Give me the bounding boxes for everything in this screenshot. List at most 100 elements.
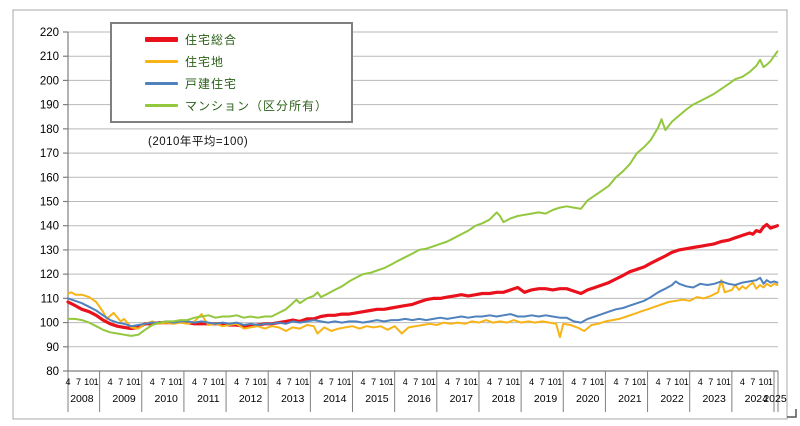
month-tick-label: 1 [178,377,183,387]
month-tick-label: 7 [329,377,334,387]
month-tick-label: 4 [276,377,281,387]
legend-label: 戸建住宅 [185,77,238,92]
month-tick-label: 1 [304,377,309,387]
legend-label: マンション（区分所有） [185,99,329,114]
month-tick-label: 4 [318,377,323,387]
month-tick-label: 10 [716,377,726,387]
month-tick-label: 7 [371,377,376,387]
year-tick-label: 2015 [365,393,389,405]
series-line-3 [67,50,779,337]
month-tick-label: 4 [234,377,239,387]
month-tick-label: 1 [642,377,647,387]
y-tick-label: 130 [40,245,59,257]
year-tick-label: 2025 [763,393,787,405]
month-tick-label: 4 [487,377,492,387]
month-tick-label: 1 [599,377,604,387]
month-tick-label: 10 [295,377,305,387]
y-tick-label: 170 [40,148,59,160]
year-tick-label: 2023 [702,393,726,405]
year-tick-label: 2021 [618,393,642,405]
month-tick-label: 1 [684,377,689,387]
month-tick-label: 1 [94,377,99,387]
month-tick-label: 7 [708,377,713,387]
corner-mark [787,409,797,418]
legend-line-swatch-blue [145,82,178,86]
legend-item-total: 住宅総合 [145,31,347,48]
y-tick-label: 100 [40,318,59,330]
year-tick-label: 2014 [323,393,347,405]
year-tick-label: 2022 [660,393,684,405]
month-tick-label: 1 [473,377,478,387]
legend-item-condo: マンション（区分所有） [145,97,347,114]
month-tick-label: 1 [726,377,731,387]
month-tick-label: 10 [211,377,221,387]
month-tick-label: 7 [750,377,755,387]
year-tick-label: 2018 [492,393,516,405]
month-tick-label: 4 [192,377,197,387]
month-tick-label: 10 [337,377,347,387]
month-tick-label: 4 [150,377,155,387]
month-tick-label: 4 [108,377,113,387]
month-tick-label: 4 [65,377,70,387]
month-tick-label: 7 [540,377,545,387]
month-tick-label: 1 [431,377,436,387]
y-tick-label: 180 [40,124,59,136]
month-tick-label: 1 [262,377,267,387]
month-tick-label: 10 [463,377,473,387]
y-tick-label: 80 [46,366,59,378]
month-tick-label: 10 [632,377,642,387]
legend-item-land: 住宅地 [145,53,347,70]
series-line-2 [67,276,779,328]
month-tick-label: 1 [515,377,520,387]
month-tick-label: 7 [498,377,503,387]
y-tick-label: 220 [40,27,59,39]
month-tick-label: 4 [656,377,661,387]
month-tick-label: 4 [529,377,534,387]
month-tick-label: 10 [379,377,389,387]
month-tick-label: 7 [160,377,165,387]
month-tick-label: 1 [557,377,562,387]
y-tick-label: 110 [41,293,59,305]
month-tick-label: 4 [361,377,366,387]
month-tick-label: 10 [590,377,600,387]
year-tick-label: 2019 [534,393,558,405]
month-tick-label: 7 [413,377,418,387]
outer-frame [12,9,788,420]
y-tick-label: 210 [40,51,59,63]
legend-line-swatch-red [145,36,178,42]
month-tick-label: 7 [287,377,292,387]
legend-item-detached: 戸建住宅 [145,75,347,92]
month-tick-label: 1 [347,377,352,387]
year-tick-label: 2017 [450,393,474,405]
legend-line-swatch-green [145,104,178,108]
month-tick-label: 10 [84,377,94,387]
month-tick-label: 10 [168,377,178,387]
year-tick-label: 2013 [281,393,305,405]
month-tick-label: 10 [548,377,558,387]
y-tick-label: 120 [40,269,59,281]
year-tick-label: 2020 [576,393,600,405]
month-tick-label: 1 [136,377,141,387]
year-tick-label: 2024 [745,393,769,405]
year-tick-label: 2016 [407,393,431,405]
series-line-0 [66,222,780,331]
month-tick-label: 7 [666,377,671,387]
month-tick-label: 7 [245,377,250,387]
month-tick-label: 7 [76,377,81,387]
year-tick-label: 2012 [239,393,263,405]
month-tick-label: 4 [613,377,618,387]
month-tick-label: 7 [582,377,587,387]
month-tick-label: 10 [253,377,263,387]
year-tick-label: 2010 [155,393,179,405]
base-year-note: (2010年平均=100) [148,136,249,148]
month-tick-label: 10 [506,377,516,387]
y-tick-label: 140 [40,221,59,233]
year-tick-label: 2009 [112,393,136,405]
month-tick-label: 4 [571,377,576,387]
y-tick-label: 90 [46,342,59,354]
month-tick-label: 7 [455,377,460,387]
month-tick-label: 1 [768,377,773,387]
y-tick-label: 150 [40,197,59,209]
month-tick-label: 10 [421,377,431,387]
